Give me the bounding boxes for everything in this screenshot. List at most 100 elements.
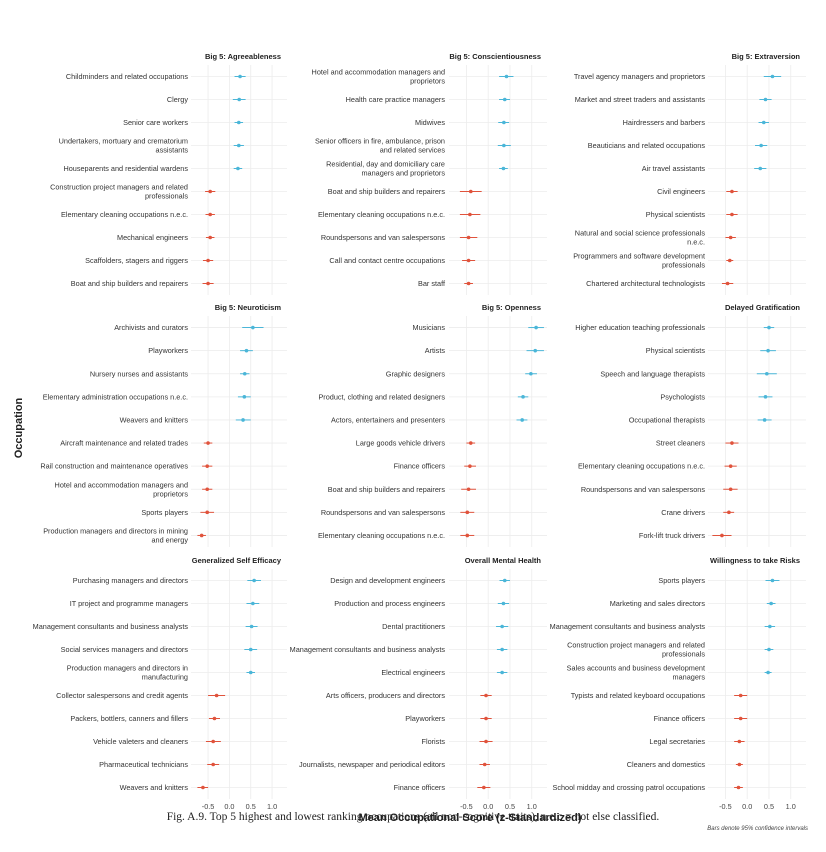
occupation-label: Senior officers in fire, ambulance, pris… [315,137,445,155]
data-point [484,693,488,698]
occupation-label: Elementary cleaning occupations n.e.c. [61,210,188,219]
data-point [236,166,240,171]
chart-panel: Big 5: Neuroticism Archivists and curator… [40,303,287,547]
occupation-label: Hairdressers and barbers [623,118,706,127]
occupation-label: Design and development engineers [330,576,445,585]
data-point [520,418,524,422]
occupation-label: Civil engineers [657,187,705,196]
occupation-label: Higher education teaching professionals [575,323,705,332]
data-point [728,235,733,240]
data-point [770,74,775,79]
occupation-label: Construction project managers and relate… [50,183,188,201]
panel-title: Big 5: Neuroticism [215,303,282,312]
occupation-label: Elementary cleaning occupations n.e.c. [318,210,445,219]
occupation-label: Purchasing managers and directors [73,576,189,585]
occupation-label: Dental practitioners [382,622,445,631]
occupation-label: Musicians [413,323,446,332]
chart-panels: Big 5: Agreeableness Childminders and rel… [33,52,806,811]
data-point [504,74,509,79]
data-point [466,258,471,263]
data-point [199,533,204,538]
occupation-label: Crane drivers [661,508,705,517]
occupation-label: Fork-lift truck drivers [639,531,705,540]
data-point [466,281,471,286]
data-point [730,212,734,217]
occupation-label: Production and process engineers [334,599,445,608]
caption-label: Fig. A.9. [166,811,207,823]
data-point [727,258,732,263]
occupation-label: Roundspersons and van salespersons [581,485,705,494]
occupation-label: Journalists, newspaper and periodical ed… [299,760,445,769]
data-point [534,325,538,330]
occupation-label: Arts officers, producers and directors [326,691,445,700]
data-point [208,189,212,194]
chart-panel: Big 5: Extraversion Travel agency manager… [573,52,806,295]
panel-title: Big 5: Agreeableness [205,52,281,61]
chart-panel: Delayed Gratification Higher education te… [575,303,806,547]
data-point [769,601,773,606]
occupation-label: Finance officers [394,462,446,471]
occupation-label: Rail construction and maintenance operat… [40,462,188,471]
data-point [738,693,743,698]
data-point [728,487,733,492]
data-point [484,739,488,744]
panel-title: Big 5: Openness [482,303,541,312]
data-point [737,762,742,767]
occupation-label: Midwives [415,118,445,127]
panel-title: Overall Mental Health [465,556,542,565]
caption-text: Top 5 highest and lowest ranking occupat… [209,811,660,823]
panel-title: Big 5: Conscientiousness [449,52,541,61]
chart-panel: Big 5: Agreeableness Childminders and rel… [50,52,287,295]
data-point [236,143,241,148]
data-point [242,371,247,376]
data-point [482,785,486,790]
data-point [529,371,533,376]
data-point [502,578,507,583]
data-point [237,97,242,102]
data-point [214,693,219,698]
data-point [737,739,742,744]
occupation-label: Programmers and software development prof… [573,252,705,270]
x-tick-label: -0.5 [202,802,215,811]
data-point [728,464,733,468]
occupation-label: Houseparents and residential wardens [63,164,188,173]
x-tick-label: -0.5 [460,802,473,811]
data-point [211,739,215,744]
chart-panel: Overall Mental Health Design and developm… [290,556,547,811]
data-point [211,762,215,767]
x-axis-title: Mean Occupational Score (z-Standardized) [358,812,581,824]
occupation-label: Boat and ship builders and repairers [328,187,446,196]
data-point [765,371,769,376]
occupation-label: Graphic designers [386,369,446,378]
data-point [759,143,763,148]
occupation-label: Construction project managers and relate… [567,641,705,659]
data-point [208,212,212,217]
occupation-label: Elementary cleaning occupations n.e.c. [578,462,705,471]
x-tick-label: 1.0 [267,802,277,811]
occupation-label: Electrical engineers [381,668,445,677]
data-point [758,166,763,171]
occupation-label: Legal secretaries [649,737,705,746]
occupation-label: Clergy [167,95,188,104]
data-point [249,624,254,629]
data-point [248,670,253,675]
x-tick-label: -0.5 [719,802,732,811]
occupation-label: Florists [421,737,445,746]
occupation-label: Hotel and accommodation managers and prop… [55,480,189,498]
data-point [738,716,743,721]
occupation-label: Archivists and curators [114,323,188,332]
data-point [468,441,473,445]
panel-title: Big 5: Extraversion [732,52,801,61]
occupation-label: Natural and social science professionals… [575,229,706,247]
occupation-label: Finance officers [394,783,446,792]
occupation-label: Playworkers [405,714,445,723]
occupation-label: Management consultants and business anal… [290,645,446,654]
occupation-label: Sales accounts and business development m… [567,664,706,682]
data-point [206,281,210,286]
data-point [720,533,724,538]
occupation-label: IT project and programme managers [70,599,189,608]
occupation-label: Artists [425,346,446,355]
x-tick-label: 0.5 [505,802,515,811]
occupation-label: Beauticians and related occupations [588,141,706,150]
